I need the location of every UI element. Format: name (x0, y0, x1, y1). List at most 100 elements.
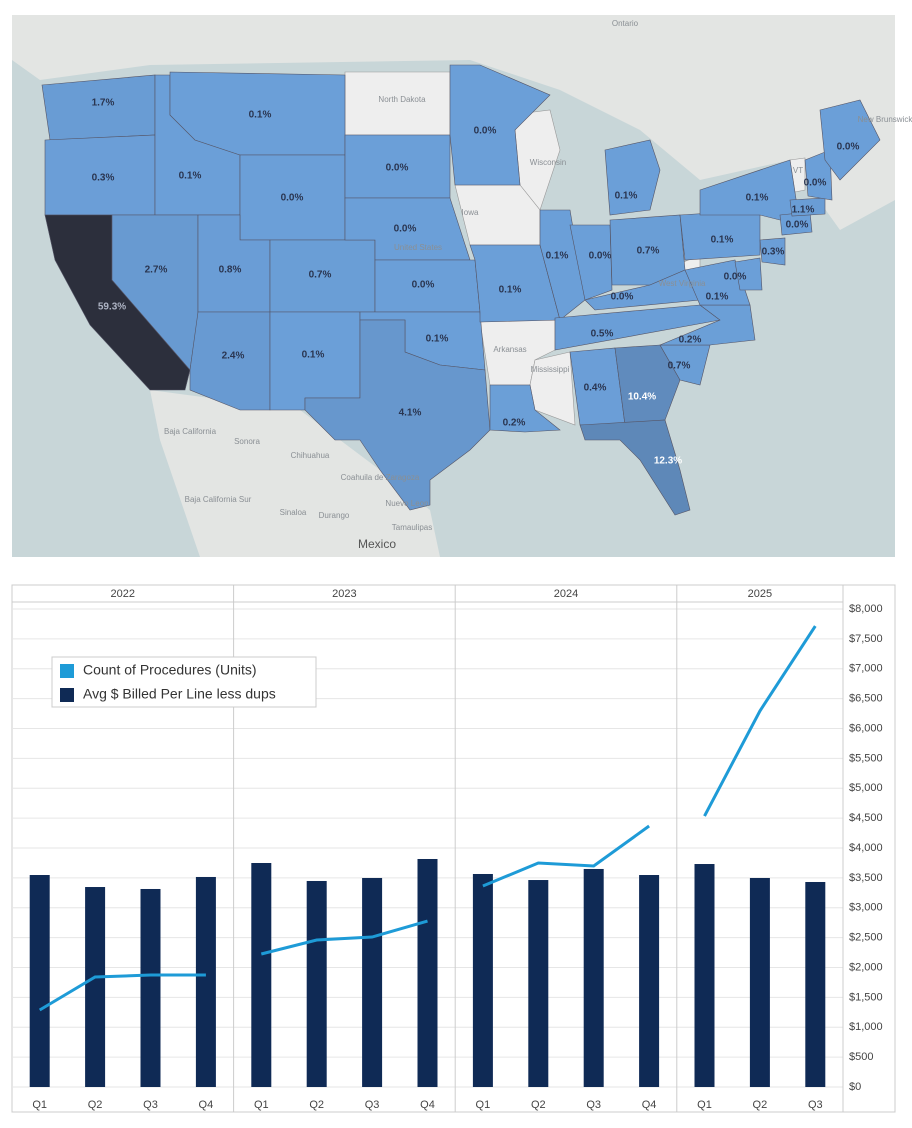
y-tick-label: $500 (849, 1051, 873, 1063)
map: 1.7% 0.3% 59.3% 0.1% 0.1% 0.0% 2.7% 0.8% 0.7% 2.4… (41, 19, 912, 551)
line (38, 973, 206, 1012)
region-label: 0.0% (786, 220, 809, 231)
place-label: Mexico (358, 537, 396, 551)
bar (417, 858, 438, 1087)
x-tick-label: Q1 (697, 1099, 712, 1111)
y-tick-label: $5,000 (849, 782, 883, 794)
bar (251, 862, 272, 1087)
place-label: Sinaloa (280, 508, 307, 517)
line (482, 824, 650, 888)
x-tick-label: Q2 (88, 1099, 103, 1111)
x-tick-label: Q3 (143, 1099, 158, 1111)
x-tick-label: Q3 (365, 1099, 380, 1111)
place-label: North Dakota (378, 95, 426, 104)
place-label: Wisconsin (530, 158, 566, 167)
region-label: 0.3% (762, 247, 785, 258)
place-label: Nuevo Leon (385, 499, 428, 508)
place-label: Arkansas (493, 345, 526, 354)
place-label: Baja California Sur (185, 495, 252, 504)
bar (140, 888, 161, 1087)
bar (472, 873, 493, 1087)
region-label: 0.7% (637, 246, 660, 257)
line (260, 919, 428, 956)
y-tick-label: $6,500 (849, 693, 883, 705)
place-label: Chihuahua (291, 451, 330, 460)
region-label: 0.0% (474, 126, 497, 137)
state-region (804, 149, 833, 201)
region-label: 10.4% (628, 392, 656, 403)
year-label: 2025 (748, 588, 772, 600)
region-label: 0.1% (499, 285, 522, 296)
x-tick-label: Q1 (254, 1099, 269, 1111)
year-label: 2024 (554, 588, 578, 600)
region-label: 0.2% (503, 418, 526, 429)
place-label: Coahuila de Zaragoza (341, 473, 420, 482)
y-tick-label: $4,500 (849, 812, 883, 824)
region-label: 0.7% (668, 361, 691, 372)
y-tick-label: $3,500 (849, 872, 883, 884)
region-label: 0.1% (426, 334, 449, 345)
region-label: 0.0% (281, 193, 304, 204)
line (703, 625, 817, 817)
bar (749, 877, 770, 1087)
place-label: Sonora (234, 437, 260, 446)
region-label: 2.4% (222, 351, 245, 362)
x-tick-label: Q4 (420, 1099, 435, 1111)
legend-label: Count of Procedures (Units) (83, 662, 257, 678)
y-tick-label: $3,000 (849, 902, 883, 914)
mexico-land (150, 390, 440, 557)
state-region (789, 197, 826, 217)
place-label: Ontario (612, 19, 639, 28)
region-label: 0.1% (546, 251, 569, 262)
place-label: West Virginia (659, 279, 706, 288)
bar (639, 875, 660, 1087)
bar (805, 881, 826, 1087)
region-label: 0.0% (611, 292, 634, 303)
x-tick-label: Q4 (199, 1099, 214, 1111)
state-region (684, 259, 751, 306)
state-region (604, 139, 661, 216)
y-tick-label: $0 (849, 1081, 861, 1093)
x-tick-label: Q4 (642, 1099, 657, 1111)
bar (195, 876, 216, 1087)
legend-label: Avg $ Billed Per Line less dups (83, 686, 276, 702)
state-region (569, 224, 613, 301)
year-label: 2022 (111, 588, 135, 600)
x-tick-label: Q2 (753, 1099, 768, 1111)
region-label: 1.7% (92, 98, 115, 109)
y-tick-label: $7,000 (849, 663, 883, 675)
region-label: 0.0% (412, 280, 435, 291)
region-label: 0.3% (92, 173, 115, 184)
place-label: Tamaulipas (392, 523, 432, 532)
bar (583, 868, 604, 1087)
legend-swatch (60, 664, 74, 678)
region-label: 0.1% (706, 292, 729, 303)
state (529, 351, 576, 426)
region-label: 0.1% (746, 193, 769, 204)
bar (306, 880, 327, 1087)
place-label: Iowa (462, 208, 479, 217)
place-label: New Brunswick (858, 115, 912, 124)
region-label: 0.0% (386, 163, 409, 174)
bar (362, 877, 383, 1087)
region-label: 0.1% (615, 191, 638, 202)
region-label: 59.3% (98, 302, 126, 313)
region-label: 0.1% (711, 235, 734, 246)
region-label: 0.7% (309, 270, 332, 281)
region-label: 0.1% (179, 171, 202, 182)
region-label: 0.0% (724, 272, 747, 283)
place-label: Mississippi (531, 365, 570, 374)
x-tick-label: Q3 (586, 1099, 601, 1111)
state-region (579, 419, 691, 516)
canada-land (12, 15, 895, 230)
legend (51, 656, 317, 708)
region-label: 0.8% (219, 265, 242, 276)
place-label: VT (793, 166, 803, 175)
bar (29, 875, 50, 1087)
y-tick-label: $2,000 (849, 961, 883, 973)
bar (85, 887, 106, 1087)
year-label: 2023 (332, 588, 356, 600)
region-label: 0.0% (589, 251, 612, 262)
state-region (734, 257, 763, 291)
region-label: 0.0% (394, 224, 417, 235)
